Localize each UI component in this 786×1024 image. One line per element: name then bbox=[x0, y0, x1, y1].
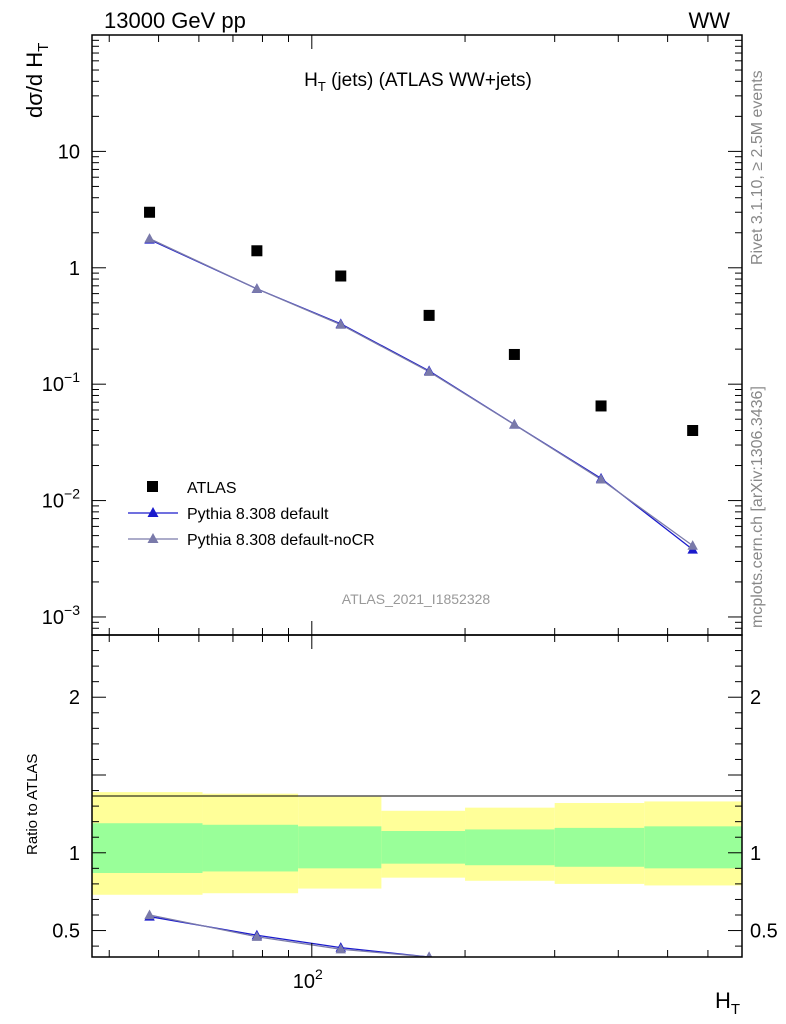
data-point-2 bbox=[144, 233, 155, 243]
legend-label-atlas: ATLAS bbox=[187, 480, 237, 497]
legend-marker-default bbox=[147, 507, 159, 517]
legend-label-default: Pythia 8.308 default bbox=[187, 506, 329, 523]
y-tick-label: 10−1 bbox=[42, 369, 80, 396]
y-tick-label: 10−2 bbox=[42, 486, 80, 513]
inner-band-bin bbox=[202, 824, 299, 872]
tick-labels: 10 1 10−1 10−2 10−3 102 2 2 1 1 0.5 0.5 bbox=[42, 141, 778, 993]
ratio-point-1 bbox=[687, 987, 697, 997]
legend-marker-nocr bbox=[147, 533, 159, 543]
data-point-2 bbox=[251, 283, 263, 293]
rivet-label: Rivet 3.1.10, ≥ 2.5M events bbox=[749, 70, 766, 265]
data-point-0 bbox=[335, 270, 347, 282]
data-point-0 bbox=[251, 245, 263, 257]
ratio-series bbox=[144, 909, 697, 998]
inner-band-bin bbox=[298, 826, 382, 869]
ratio-point-1 bbox=[509, 964, 519, 974]
data-point-0 bbox=[144, 206, 156, 218]
ratio-tick-label-left: 1 bbox=[69, 843, 80, 865]
ratio-point-0 bbox=[596, 966, 606, 976]
ratio-point-1 bbox=[596, 966, 606, 976]
inner-band-bin bbox=[465, 829, 555, 866]
inner-band-bin bbox=[644, 826, 742, 869]
ratio-point-1 bbox=[251, 931, 263, 941]
analysis-ref: ATLAS_2021_I1852328 bbox=[342, 591, 491, 607]
ratio-tick-label-right: 2 bbox=[750, 687, 761, 709]
ratio-point-0 bbox=[509, 964, 519, 974]
ratio-tick-label-left: 0.5 bbox=[52, 921, 80, 943]
inner-band-bin bbox=[554, 827, 645, 867]
data-point-0 bbox=[595, 400, 607, 412]
data-point-2 bbox=[595, 473, 607, 484]
axis-ticks bbox=[92, 34, 743, 957]
y-tick-label: 10 bbox=[58, 141, 80, 163]
ratio-point-1 bbox=[335, 943, 346, 954]
ratio-y-axis-label: Ratio to ATLAS bbox=[24, 754, 41, 855]
data-point-2 bbox=[687, 540, 698, 550]
legend-label-nocr: Pythia 8.308 default-noCR bbox=[187, 532, 375, 549]
data-point-2 bbox=[335, 319, 346, 329]
x-tick-label: 102 bbox=[293, 966, 323, 993]
legend: ATLAS Pythia 8.308 default Pythia 8.308 … bbox=[128, 480, 375, 549]
y-tick-label: 1 bbox=[69, 258, 80, 280]
ratio-line-0 bbox=[149, 915, 434, 957]
data-point-0 bbox=[687, 425, 699, 437]
data-point-0 bbox=[423, 309, 435, 321]
uncertainty-bands bbox=[92, 792, 742, 895]
ratio-line-1 bbox=[149, 914, 434, 957]
inner-band-bin bbox=[381, 831, 466, 864]
y-axis-label: dσ/d HT bbox=[22, 43, 52, 118]
ratio-point-1 bbox=[426, 951, 433, 957]
data-point-2 bbox=[509, 419, 520, 429]
plot-title: HT (jets) (ATLAS WW+jets) bbox=[304, 70, 532, 94]
energy-label: 13000 GeV pp bbox=[104, 8, 246, 33]
x-axis-label: HT bbox=[715, 988, 740, 1018]
ratio-panel-frame bbox=[91, 634, 743, 958]
process-label: WW bbox=[688, 8, 730, 33]
ratio-point-1 bbox=[144, 909, 155, 920]
ratio-tick-label-right: 1 bbox=[750, 843, 761, 865]
main-series bbox=[144, 206, 699, 554]
data-point-2 bbox=[423, 366, 435, 376]
ratio-tick-label-right: 0.5 bbox=[750, 921, 778, 943]
series-line-1 bbox=[149, 238, 694, 551]
legend-marker-atlas bbox=[147, 481, 158, 492]
y-tick-label: 10−3 bbox=[42, 602, 80, 629]
series-line-2 bbox=[149, 238, 694, 547]
inner-band-bin bbox=[92, 823, 203, 873]
ratio-point-0 bbox=[687, 988, 697, 998]
ratio-tick-label-left: 2 bbox=[69, 687, 80, 709]
data-point-0 bbox=[508, 348, 520, 360]
mcplots-label: mcplots.cern.ch [arXiv:1306.3436] bbox=[749, 386, 766, 628]
